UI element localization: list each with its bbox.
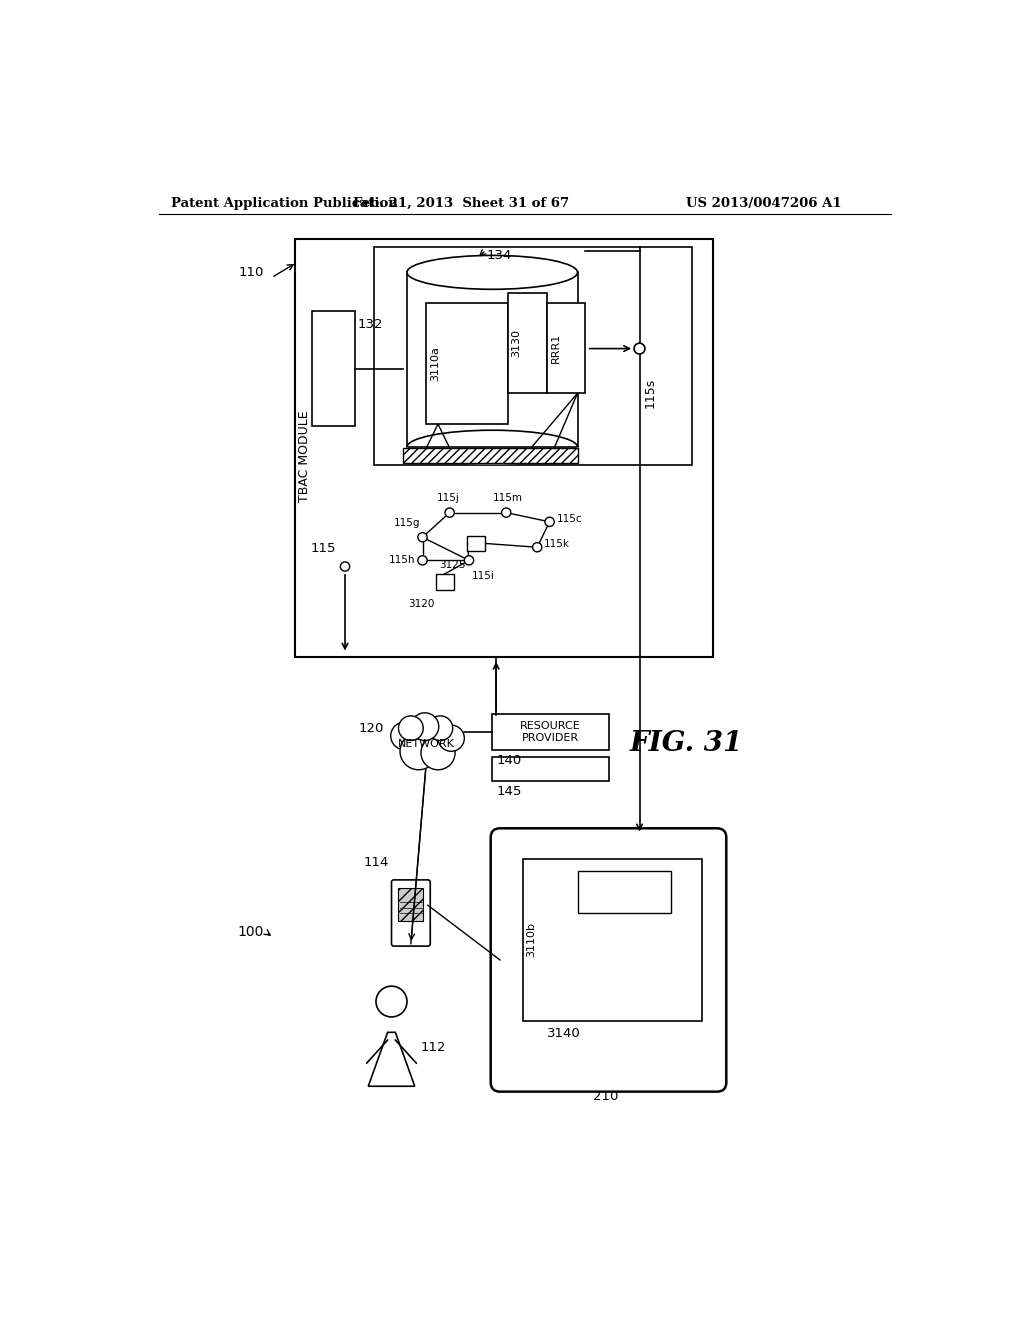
Circle shape [464, 556, 474, 565]
Circle shape [411, 713, 438, 741]
Bar [295, 239, 713, 657]
Bar [403, 447, 578, 463]
Text: 115m: 115m [493, 494, 522, 503]
Bar [523, 859, 701, 1020]
Text: 140: 140 [496, 754, 521, 767]
Text: 115i: 115i [472, 572, 495, 581]
Text: 110: 110 [239, 265, 263, 279]
Bar [493, 758, 608, 780]
FancyBboxPatch shape [490, 829, 726, 1092]
Bar [578, 871, 671, 913]
Circle shape [502, 508, 511, 517]
Text: 115s: 115s [643, 378, 656, 408]
Bar [375, 247, 692, 465]
Circle shape [545, 517, 554, 527]
Text: 115: 115 [310, 543, 336, 554]
Text: 3120: 3120 [409, 599, 435, 609]
Text: 3130: 3130 [512, 329, 521, 358]
Circle shape [445, 508, 455, 517]
Circle shape [340, 562, 349, 572]
Bar [508, 293, 547, 393]
Ellipse shape [407, 256, 578, 289]
Polygon shape [369, 1032, 415, 1086]
Text: Feb. 21, 2013  Sheet 31 of 67: Feb. 21, 2013 Sheet 31 of 67 [353, 197, 569, 210]
Text: Patent Application Publication: Patent Application Publication [171, 197, 397, 210]
Text: 3140: 3140 [547, 1027, 581, 1040]
Bar [407, 272, 578, 447]
Bar [398, 888, 423, 921]
Text: FIG. 31: FIG. 31 [630, 730, 742, 758]
Bar [467, 536, 484, 552]
Circle shape [410, 711, 439, 742]
Bar [493, 714, 608, 750]
Text: 210: 210 [593, 1090, 618, 1102]
Circle shape [397, 715, 424, 742]
Text: US 2013/0047206 A1: US 2013/0047206 A1 [686, 197, 842, 210]
Circle shape [399, 733, 438, 771]
Circle shape [427, 715, 454, 742]
Text: TBAC MODULE: TBAC MODULE [298, 411, 311, 502]
Text: 115c: 115c [557, 513, 583, 524]
Circle shape [438, 725, 464, 751]
Circle shape [634, 343, 645, 354]
Circle shape [428, 715, 453, 741]
Circle shape [376, 986, 407, 1016]
Text: 115h: 115h [389, 556, 416, 565]
Bar [547, 304, 586, 393]
Circle shape [418, 532, 427, 543]
Text: 115g: 115g [393, 517, 420, 528]
Text: 132: 132 [357, 318, 383, 331]
Text: 3110b: 3110b [526, 923, 537, 957]
FancyBboxPatch shape [391, 880, 430, 946]
Text: 3125: 3125 [439, 561, 466, 570]
Circle shape [398, 715, 423, 741]
Text: 114: 114 [364, 857, 389, 870]
Text: 112: 112 [421, 1041, 446, 1055]
Text: 100: 100 [238, 925, 263, 940]
Text: 3110a: 3110a [430, 346, 440, 381]
Circle shape [421, 737, 455, 770]
Text: 115k: 115k [544, 539, 570, 549]
Text: 145: 145 [496, 785, 521, 797]
Bar [426, 304, 508, 424]
Circle shape [390, 721, 420, 751]
Circle shape [400, 733, 437, 770]
Circle shape [437, 725, 465, 752]
Circle shape [391, 722, 419, 750]
Text: RESOURCE
PROVIDER: RESOURCE PROVIDER [520, 721, 581, 743]
Text: RRR1: RRR1 [550, 333, 560, 363]
Circle shape [532, 543, 542, 552]
Text: 115j: 115j [436, 494, 460, 503]
Bar [311, 312, 355, 426]
Text: 120: 120 [358, 722, 384, 735]
Circle shape [418, 556, 427, 565]
Text: NETWORK: NETWORK [398, 739, 455, 748]
Circle shape [420, 735, 456, 771]
Bar [436, 574, 454, 590]
Text: 134: 134 [486, 249, 512, 263]
